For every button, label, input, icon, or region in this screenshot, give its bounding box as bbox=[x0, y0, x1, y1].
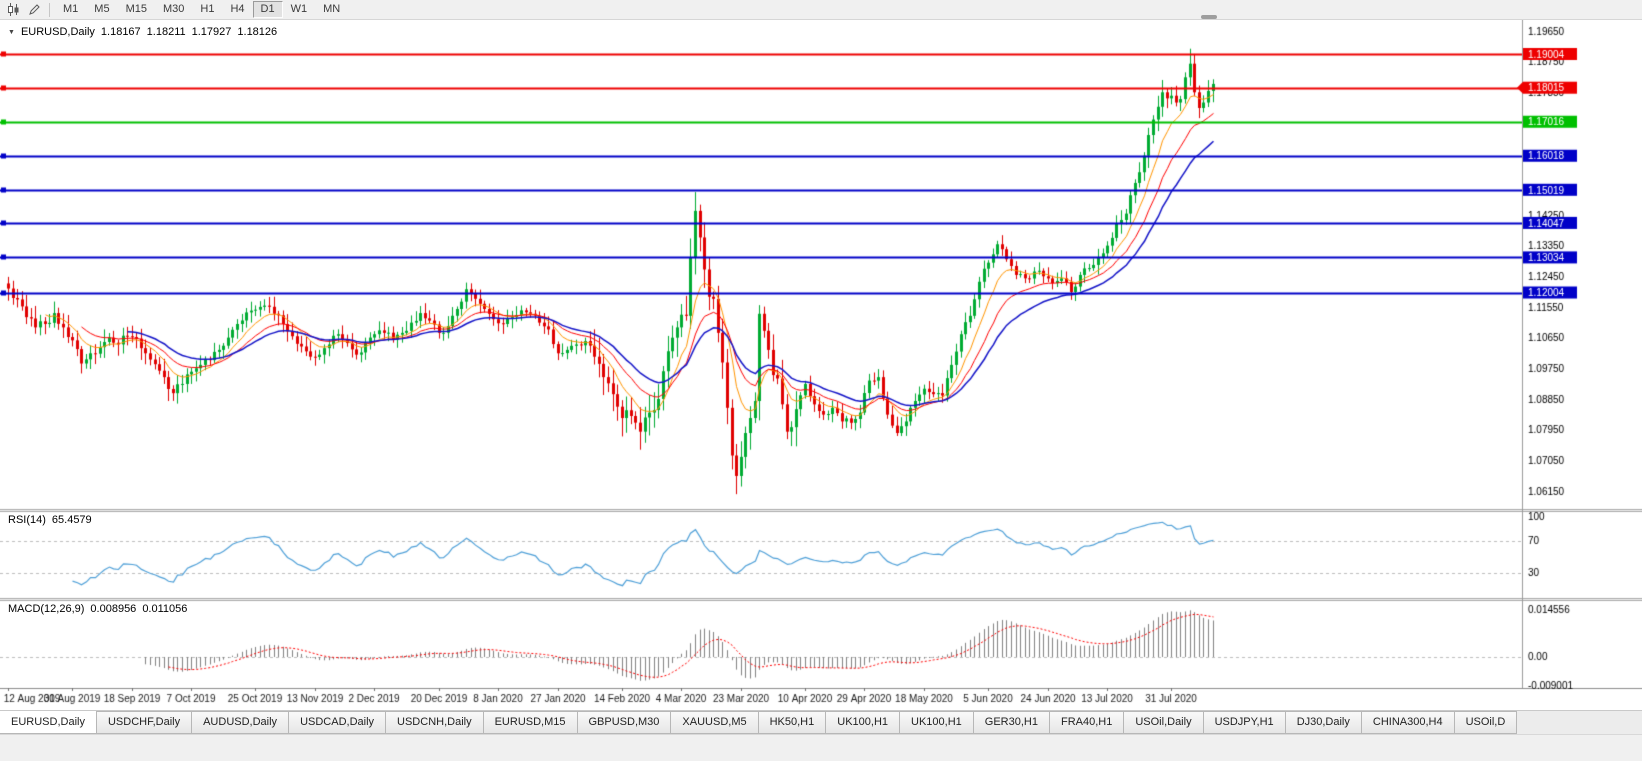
chart-tab-ger30-h1[interactable]: GER30,H1 bbox=[972, 711, 1050, 734]
chart-tab-audusd-daily[interactable]: AUDUSD,Daily bbox=[191, 711, 290, 734]
timeframe-button-h1[interactable]: H1 bbox=[200, 3, 215, 15]
timeframe-toolbar: M1 M5 M15 M30 H1 H4 D1 W1 MN bbox=[0, 0, 1642, 20]
timeframe-button-d1[interactable]: D1 bbox=[252, 1, 283, 18]
chart-tab-eurusd-m15[interactable]: EURUSD,M15 bbox=[482, 711, 578, 734]
price-chart-canvas[interactable] bbox=[0, 20, 1642, 710]
chart-tab-dj30-daily[interactable]: DJ30,Daily bbox=[1284, 711, 1362, 734]
status-bar bbox=[0, 734, 1642, 761]
timeframe-button-m1[interactable]: M1 bbox=[63, 3, 79, 15]
timeframe-button-m5[interactable]: M5 bbox=[94, 3, 110, 15]
chart-tab-china300-h4[interactable]: CHINA300,H4 bbox=[1360, 711, 1455, 734]
chart-tab-usdjpy-h1[interactable]: USDJPY,H1 bbox=[1202, 711, 1286, 734]
chart-tab-hk50-h1[interactable]: HK50,H1 bbox=[757, 711, 827, 734]
chart-type-icon[interactable] bbox=[4, 1, 24, 18]
timeframe-button-m15[interactable]: M15 bbox=[125, 3, 147, 15]
chart-hscrollbar-thumb[interactable] bbox=[1201, 15, 1217, 19]
chart-tab-eurusd-daily[interactable]: EURUSD,Daily bbox=[0, 711, 97, 734]
pencil-glyph bbox=[28, 4, 40, 15]
toolbar-separator bbox=[49, 2, 50, 17]
chart-tab-fra40-h1[interactable]: FRA40,H1 bbox=[1048, 711, 1125, 734]
chart-tab-usdcad-daily[interactable]: USDCAD,Daily bbox=[288, 711, 387, 734]
chart-tab-xauusd-m5[interactable]: XAUUSD,M5 bbox=[670, 711, 759, 734]
ohlc-collapse-icon[interactable]: ▼ bbox=[8, 28, 15, 36]
chart-tab-uk100-h1[interactable]: UK100,H1 bbox=[825, 711, 901, 734]
candlestick-glyph bbox=[8, 3, 19, 16]
timeframe-button-mn[interactable]: MN bbox=[323, 3, 341, 15]
chart-tab-usoil-d[interactable]: USOil,D bbox=[1453, 711, 1518, 734]
chart-tab-usdcnh-daily[interactable]: USDCNH,Daily bbox=[385, 711, 484, 734]
timeframe-buttons-group: M1 M5 M15 M30 H1 H4 D1 W1 MN bbox=[55, 1, 348, 18]
timeframe-button-h4[interactable]: H4 bbox=[230, 3, 245, 15]
timeframe-button-m30[interactable]: M30 bbox=[162, 3, 185, 15]
chart-tab-uk100-h1[interactable]: UK100,H1 bbox=[899, 711, 974, 734]
timeframe-button-w1[interactable]: W1 bbox=[290, 3, 308, 15]
draw-tool-icon[interactable] bbox=[24, 1, 44, 18]
chart-tabs-bar: EURUSD,Daily USDCHF,Daily AUDUSD,Daily USDC… bbox=[0, 710, 1642, 734]
chart-tab-usoil-daily[interactable]: USOil,Daily bbox=[1123, 711, 1204, 734]
chart-tab-usdchf-daily[interactable]: USDCHF,Daily bbox=[95, 711, 193, 734]
chart-tab-gbpusd-m30[interactable]: GBPUSD,M30 bbox=[576, 711, 672, 734]
